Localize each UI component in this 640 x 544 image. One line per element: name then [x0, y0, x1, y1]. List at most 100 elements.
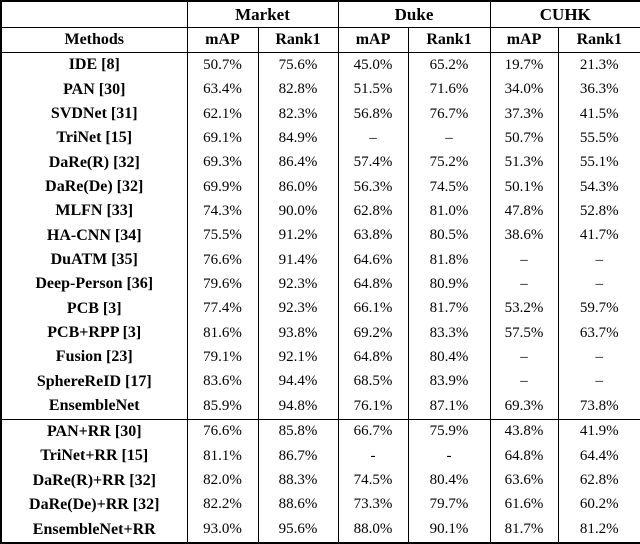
value-cell: -: [337, 444, 409, 469]
value-cell: 75.2%: [407, 150, 491, 175]
table-row: Deep-Person [36] 79.6% 92.3% 64.8% 80.9% – –: [0, 272, 640, 297]
value-cell: 74.5%: [337, 468, 409, 493]
value-cell: 90.1%: [407, 517, 491, 543]
methods-header: Methods: [0, 27, 188, 53]
method-cell: DaRe(De) [32]: [0, 174, 188, 200]
value-cell: 68.5%: [337, 369, 409, 394]
value-cell: 83.9%: [407, 369, 491, 394]
value-cell: 88.6%: [257, 492, 339, 518]
table-row: MLFN [33] 74.3% 90.0% 62.8% 81.0% 47.8% 52.8%: [0, 199, 640, 224]
method-cell: EnsembleNet+RR: [0, 517, 188, 543]
value-cell: 84.9%: [257, 126, 339, 151]
value-cell: –: [407, 126, 491, 151]
value-cell: 63.4%: [186, 77, 259, 102]
group-header-duke: Duke: [337, 1, 491, 28]
value-cell: 91.2%: [257, 223, 339, 248]
value-cell: 43.8%: [489, 418, 559, 445]
table-row: DaRe(R) [32] 69.3% 86.4% 57.4% 75.2% 51.3% 55.…: [0, 150, 640, 175]
value-cell: 69.1%: [186, 126, 259, 151]
value-cell: 76.6%: [186, 418, 259, 445]
value-cell: 73.8%: [557, 394, 640, 420]
table-row: PCB [3] 77.4% 92.3% 66.1% 81.7% 53.2% 59.7%: [0, 296, 640, 321]
value-cell: 63.6%: [489, 468, 559, 493]
value-cell: –: [337, 126, 409, 151]
value-cell: 54.3%: [557, 174, 640, 200]
value-cell: 87.1%: [407, 394, 491, 420]
value-cell: 80.9%: [407, 272, 491, 297]
value-cell: 66.1%: [337, 296, 409, 321]
value-cell: 63.8%: [337, 223, 409, 248]
table-row: TriNet [15] 69.1% 84.9% – –50.7% 55.5%: [0, 126, 640, 151]
method-cell: PCB+RPP [3]: [0, 320, 188, 346]
value-cell: 59.7%: [557, 296, 640, 321]
value-cell: 41.9%: [557, 418, 640, 445]
value-cell: 81.0%: [407, 199, 491, 224]
method-cell: HA-CNN [34]: [0, 223, 188, 248]
method-cell: PCB [3]: [0, 296, 188, 321]
value-cell: 57.5%: [489, 320, 559, 346]
value-cell: 60.2%: [557, 492, 640, 518]
table-row: PAN+RR [30] 76.6% 85.8% 66.7% 75.9% 43.8% 41.9…: [0, 418, 640, 445]
value-cell: 64.6%: [337, 247, 409, 273]
value-cell: 52.8%: [557, 199, 640, 224]
method-cell: Deep-Person [36]: [0, 272, 188, 297]
value-cell: 88.3%: [257, 468, 339, 493]
value-cell: 50.7%: [186, 52, 259, 78]
value-cell: 47.8%: [489, 199, 559, 224]
value-cell: 81.1%: [186, 444, 259, 469]
value-cell: 66.7%: [337, 418, 409, 445]
method-cell: MLFN [33]: [0, 199, 188, 224]
table-row: SphereReID [17] 83.6% 94.4% 68.5% 83.9% – –: [0, 369, 640, 394]
value-cell: –: [489, 247, 559, 273]
value-cell: 90.0%: [257, 199, 339, 224]
value-cell: 85.9%: [186, 394, 259, 420]
value-cell: –: [489, 345, 559, 370]
group-header-cuhk: CUHK: [489, 1, 640, 28]
value-cell: 76.6%: [186, 247, 259, 273]
value-cell: 37.3%: [489, 101, 559, 127]
table-row: DuATM [35] 76.6% 91.4% 64.6% 81.8% – –: [0, 247, 640, 273]
cuhk-map-header: mAP: [489, 27, 559, 53]
method-cell: DaRe(R) [32]: [0, 150, 188, 175]
value-cell: 71.6%: [407, 77, 491, 102]
method-cell: Fusion [23]: [0, 345, 188, 370]
value-cell: 41.7%: [557, 223, 640, 248]
value-cell: 69.2%: [337, 320, 409, 346]
value-cell: 64.4%: [557, 444, 640, 469]
value-cell: 76.1%: [337, 394, 409, 420]
value-cell: 80.4%: [407, 345, 491, 370]
table-row: DaRe(R)+RR [32] 82.0% 88.3% 74.5% 80.4% 63.6%…: [0, 468, 640, 493]
value-cell: 81.2%: [557, 517, 640, 543]
duke-map-header: mAP: [337, 27, 409, 53]
method-cell: PAN [30]: [0, 77, 188, 102]
method-cell: EnsembleNet: [0, 394, 188, 420]
value-cell: 86.7%: [257, 444, 339, 469]
table-row: Fusion [23] 79.1% 92.1% 64.8% 80.4% – –: [0, 345, 640, 370]
value-cell: 74.5%: [407, 174, 491, 200]
value-cell: 82.2%: [186, 492, 259, 518]
method-cell: PAN+RR [30]: [0, 418, 188, 445]
value-cell: 50.7%: [489, 126, 559, 151]
value-cell: 73.3%: [337, 492, 409, 518]
value-cell: 74.3%: [186, 199, 259, 224]
value-cell: 81.6%: [186, 320, 259, 346]
method-cell: SphereReID [17]: [0, 369, 188, 394]
value-cell: 38.6%: [489, 223, 559, 248]
table-row: HA-CNN [34] 75.5% 91.2% 63.8% 80.5% 38.6% 41.7…: [0, 223, 640, 248]
dataset-group-header-row: Market Duke CUHK: [0, 1, 640, 28]
table-header: Market Duke CUHK Methods mAP Rank1 mAP R…: [0, 1, 640, 53]
value-cell: 64.8%: [337, 272, 409, 297]
value-cell: 57.4%: [337, 150, 409, 175]
table-row: EnsembleNet 85.9% 94.8% 76.1% 87.1% 69.3% 73.8…: [0, 394, 640, 420]
value-cell: -: [407, 444, 491, 469]
value-cell: 81.7%: [407, 296, 491, 321]
value-cell: 69.3%: [489, 394, 559, 420]
corner-cell: [0, 1, 188, 28]
value-cell: 93.8%: [257, 320, 339, 346]
value-cell: 65.2%: [407, 52, 491, 78]
table-body: IDE [8] 50.7% 75.6% 45.0% 65.2% 19.7% 21.3% PAN…: [0, 52, 640, 543]
table-row: EnsembleNet+RR 93.0% 95.6% 88.0% 90.1% 81.7% 8…: [0, 517, 640, 543]
value-cell: 94.8%: [257, 394, 339, 420]
value-cell: 75.6%: [257, 52, 339, 78]
value-cell: 45.0%: [337, 52, 409, 78]
